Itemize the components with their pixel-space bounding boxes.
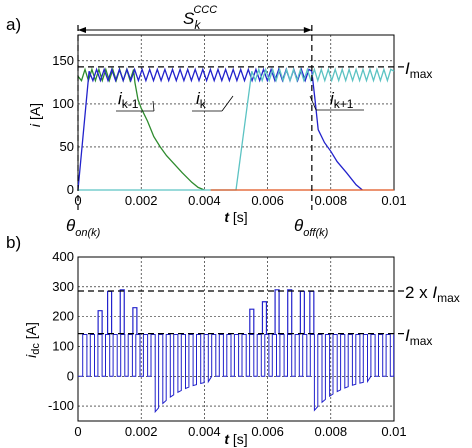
series-idc (78, 334, 395, 414)
panel-b-xtick-label: 0.01 (381, 424, 406, 439)
panel-b-2imax-label: 2 x Imax (405, 283, 460, 305)
panel-b-ticks: 0 0.002 0.004 0.006 0.008 0.01-10001002003004… (48, 249, 407, 439)
theta-off-label: θoff(k) (294, 216, 329, 239)
panel-a-xtick-label: 0.006 (251, 193, 284, 208)
span-arrowhead-left (78, 27, 86, 33)
panel-a-label: a) (6, 15, 21, 34)
panel-b-xtick-label: 0.008 (315, 424, 348, 439)
idc-overlap-spike (107, 290, 113, 335)
panel-a-xtick-label: 0.004 (188, 193, 221, 208)
panel-a-ytick-label: 100 (52, 96, 74, 111)
curve-label-ik-minus-1: ik-1 (116, 89, 155, 112)
curve-label-ik: ik (192, 89, 234, 112)
idc-overlap-spike (97, 310, 103, 335)
idc-overlap-spike (274, 289, 280, 335)
panel-b-xlabel: t [s] (224, 431, 247, 447)
idc-overlap-spike (132, 307, 138, 335)
panel-a-xtick-label: 0.01 (381, 193, 406, 208)
panel-b-label: b) (6, 233, 21, 252)
panel-a-series (77, 67, 395, 191)
panel-b-ytick-label: 100 (52, 338, 74, 353)
panel-b-ytick-label: -100 (48, 398, 74, 413)
panel-a-xtick-label: 0.008 (315, 193, 348, 208)
panel-b-xtick-label: 0.006 (251, 424, 284, 439)
span-arrowhead-right (303, 27, 312, 33)
panel-a-plot-frame (77, 34, 395, 191)
panel-b-plot-frame (77, 256, 395, 422)
panel-b-xtick-label: 0 (74, 424, 81, 439)
panel-b-ytick-label: 200 (52, 309, 74, 324)
idc-overlap-spike (249, 308, 255, 335)
idc-overlap-spike (299, 290, 305, 335)
panel-a-ylabel: i [A] (27, 103, 43, 127)
panel-b-xtick-label: 0.002 (125, 424, 158, 439)
panel-b-grid (77, 256, 395, 421)
panel-b-ylabel: idc [A] (23, 322, 42, 358)
idc-overlap-spike (261, 301, 268, 335)
panel-a-ytick-label: 150 (52, 53, 74, 68)
panel-b-imax-label: Imax (405, 326, 432, 348)
svg-text:ik+1: ik+1 (330, 89, 354, 111)
panel-a-ytick-label: 0 (67, 182, 74, 197)
series-ik (77, 67, 363, 191)
svg-text:ik-1: ik-1 (118, 89, 139, 111)
curve-label-ik-plus-1: ik+1 (309, 89, 364, 111)
panel-b-series (78, 289, 395, 414)
idc-overlap-spike (119, 289, 125, 335)
series-ik-plus-1 (78, 67, 395, 191)
theta-on-label: θon(k) (66, 216, 101, 239)
panel-a-ytick-label: 50 (60, 139, 74, 154)
panel-b-xtick-label: 0.004 (188, 424, 221, 439)
panel-a-imax-label: Imax (405, 59, 432, 81)
panel-a-xtick-label: 0.002 (125, 193, 158, 208)
idc-overlap-spike (309, 290, 315, 335)
svg-text:ik: ik (196, 89, 207, 111)
panel-a-grid (77, 35, 395, 191)
panel-b-ytick-label: 300 (52, 279, 74, 294)
idc-overlap-spike (287, 289, 293, 335)
panel-b: b) 0 0.002 0.004 0.006 0.008 0.01-10001002003… (6, 233, 460, 447)
panel-b-ytick-label: 400 (52, 249, 74, 264)
panel-b-ytick-label: 0 (67, 368, 74, 383)
panel-a-xlabel: t [s] (224, 209, 247, 225)
span-label: SkCCC (183, 4, 217, 32)
